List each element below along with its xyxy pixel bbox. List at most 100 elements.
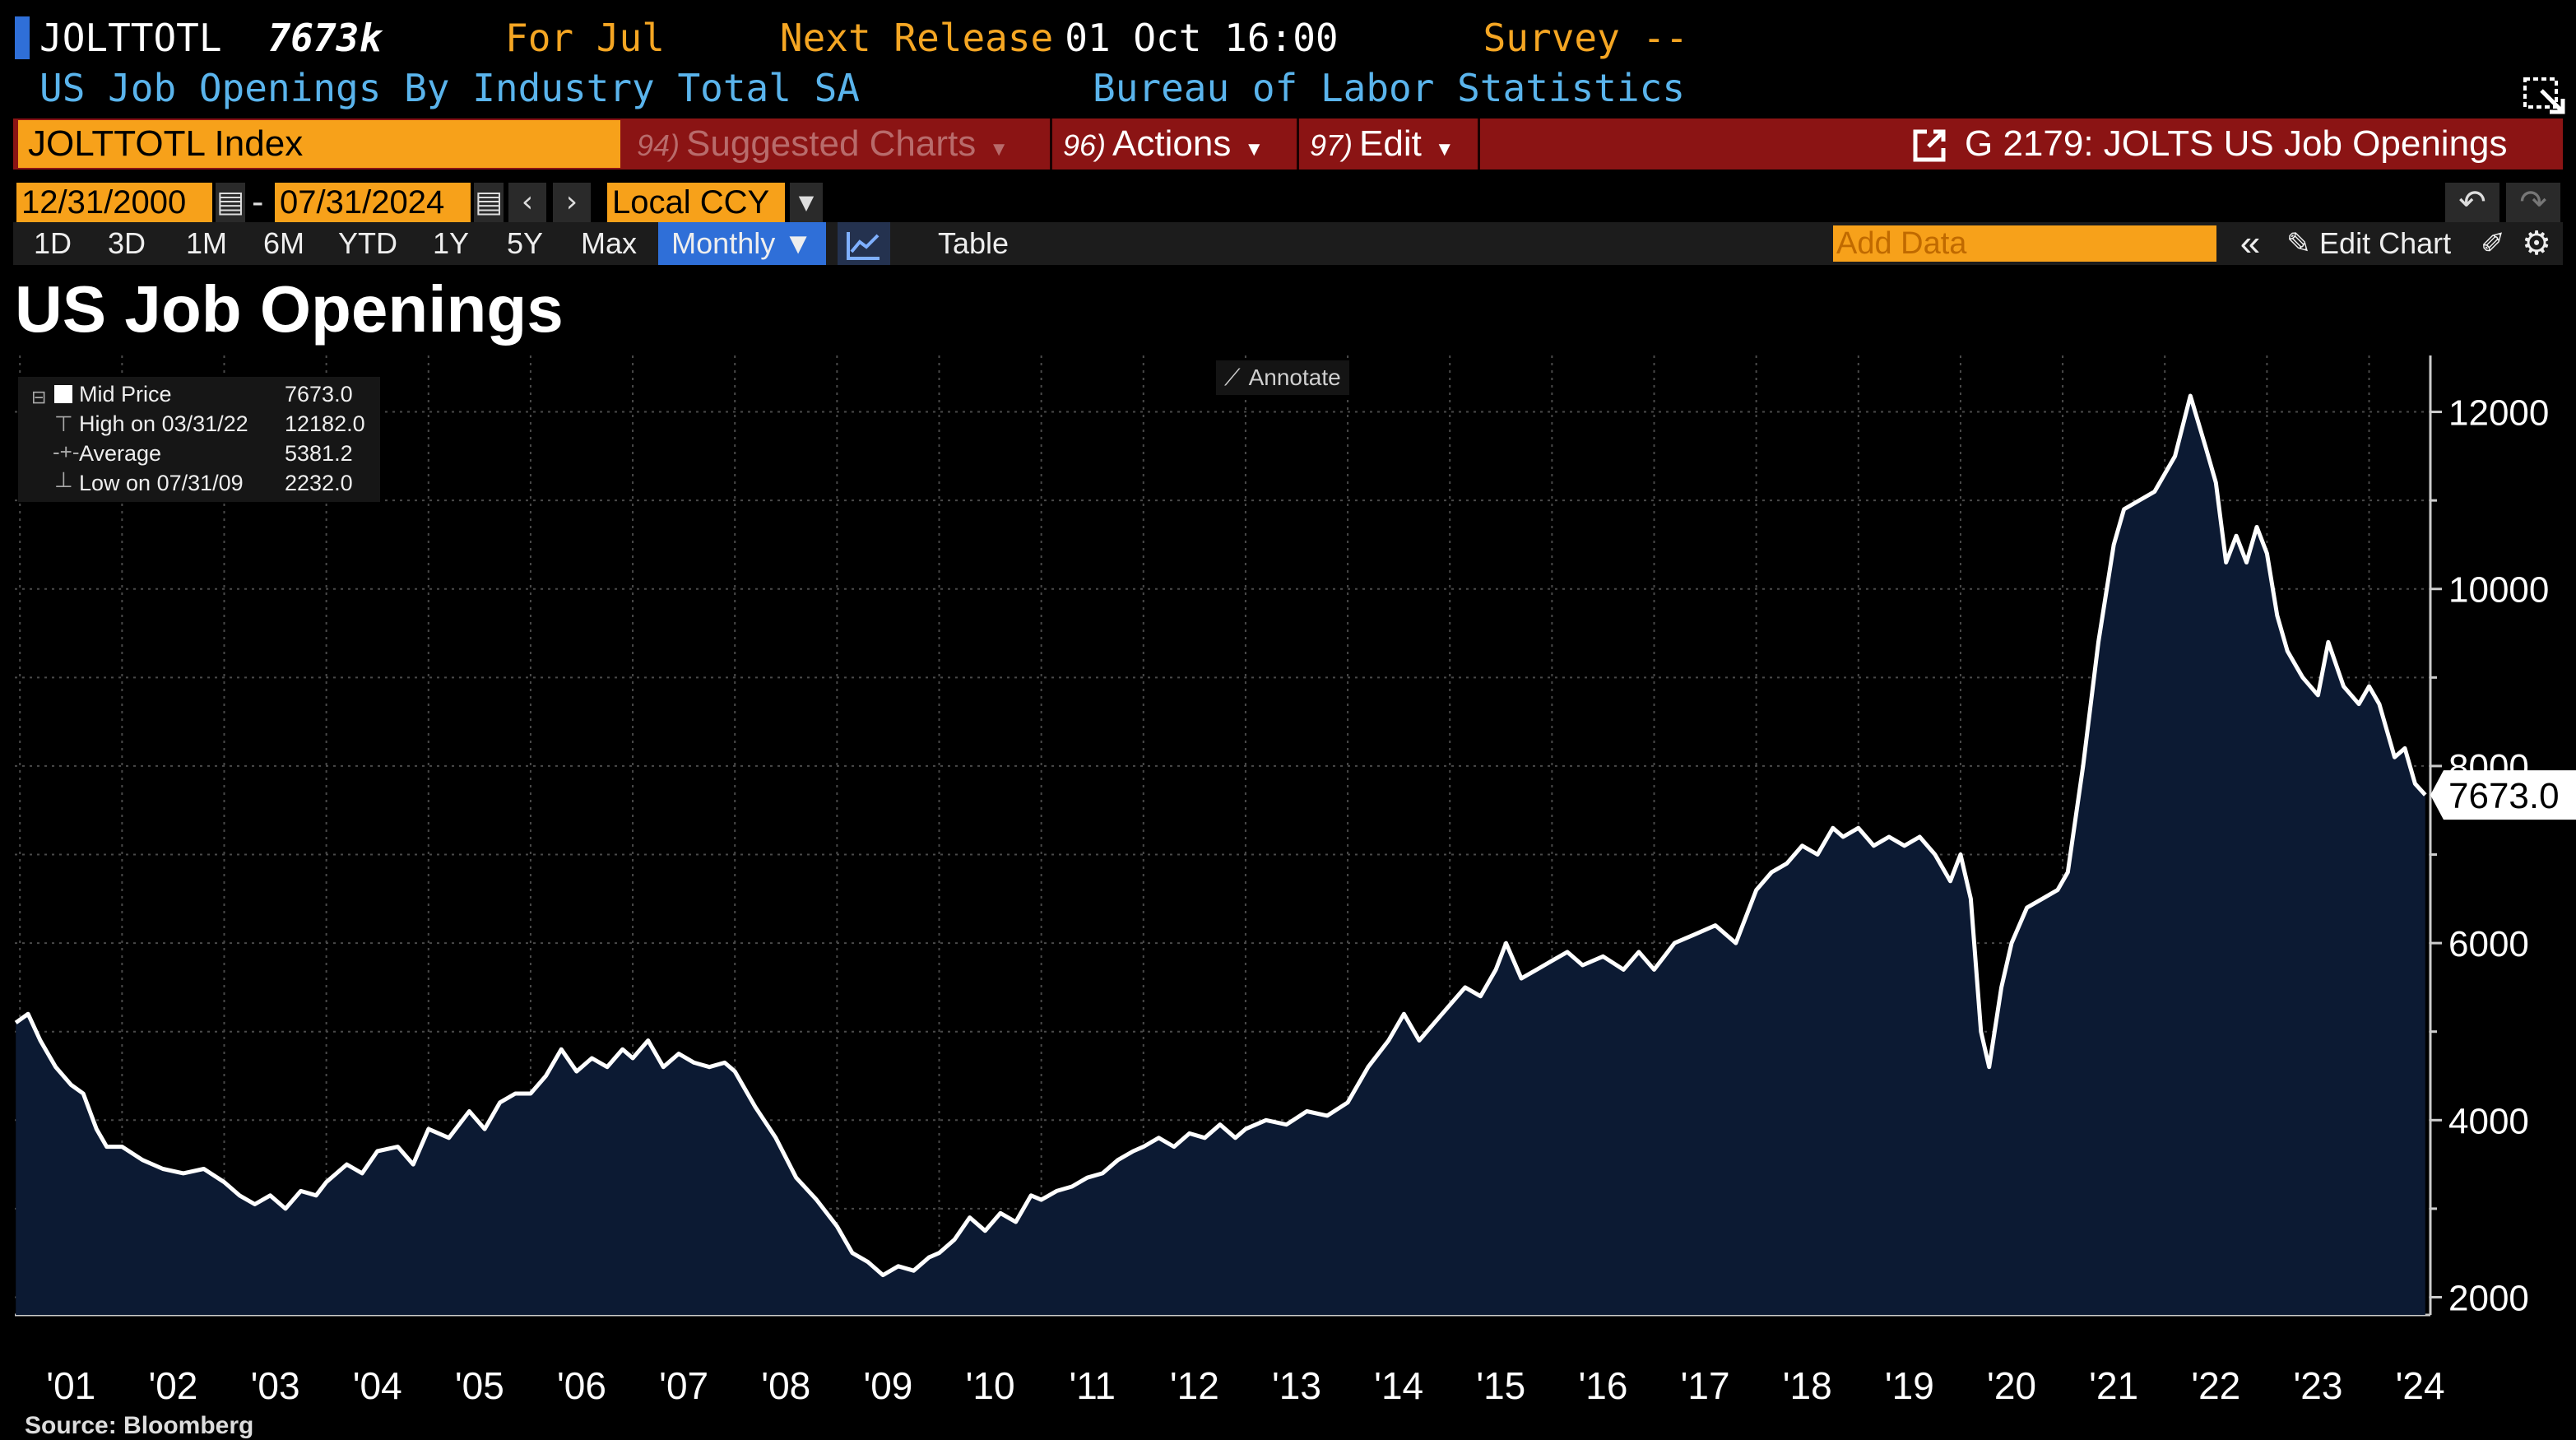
last-value: 7673k bbox=[267, 16, 383, 60]
edit-chart-button[interactable]: ✎ Edit Chart bbox=[2277, 222, 2460, 265]
chevron-left-icon[interactable]: ‹ bbox=[508, 183, 546, 222]
series-area bbox=[16, 396, 2425, 1315]
chevron-down-icon: ▼ bbox=[1244, 138, 1265, 160]
end-date-input[interactable]: 07/31/2024 bbox=[275, 183, 471, 222]
legend-label-high: High on 03/31/22 bbox=[79, 411, 248, 436]
period-max[interactable]: Max bbox=[580, 226, 637, 260]
period-ytd[interactable]: YTD bbox=[338, 226, 397, 260]
chevron-down-icon: ▼ bbox=[1434, 138, 1455, 160]
x-tick-label: '14 bbox=[1374, 1364, 1423, 1407]
external-link-icon bbox=[1913, 129, 1946, 162]
period-5y[interactable]: 5Y bbox=[506, 226, 544, 260]
edit-button[interactable]: 97) Edit ▼ bbox=[1310, 118, 1455, 170]
x-tick-label: '03 bbox=[251, 1364, 300, 1407]
edit-chart-label: Edit Chart bbox=[2319, 226, 2452, 260]
source-agency: Bureau of Labor Statistics bbox=[1093, 66, 1686, 110]
actions-button[interactable]: 96) Actions ▼ bbox=[1063, 118, 1264, 170]
chart-id: G 2179: JOLTS US Job Openings bbox=[1965, 123, 2508, 164]
suggested-charts-button[interactable]: 94) Suggested Charts ▼ bbox=[637, 118, 1009, 170]
legend-value-high: 12182.0 bbox=[285, 411, 365, 436]
y-tick-label: 12000 bbox=[2448, 393, 2549, 434]
security-field[interactable]: JOLTTOTL Index bbox=[18, 120, 620, 168]
annotate-pen-icon: ⟋ bbox=[1224, 365, 1241, 390]
series-line bbox=[14, 393, 2427, 1278]
expand-window-icon[interactable] bbox=[2522, 71, 2568, 117]
date-separator: - bbox=[252, 183, 264, 221]
legend-value-low: 2232.0 bbox=[285, 471, 353, 495]
x-tick-label: '01 bbox=[46, 1364, 95, 1407]
last-value-text: 7673.0 bbox=[2448, 776, 2560, 816]
x-tick-label: '21 bbox=[2089, 1364, 2138, 1407]
toolbar-divider bbox=[1478, 118, 1480, 170]
chart-settings-icon[interactable]: ✐ bbox=[2480, 226, 2506, 260]
y-tick-label: 4000 bbox=[2448, 1101, 2529, 1141]
calendar-icon[interactable]: ▤ bbox=[474, 183, 504, 222]
legend-label-low: Low on 07/31/09 bbox=[79, 471, 244, 495]
chevron-down-icon[interactable]: ▼ bbox=[790, 183, 823, 222]
actions-label: Actions bbox=[1112, 123, 1232, 164]
start-date-input[interactable]: 12/31/2000 bbox=[16, 183, 212, 222]
x-tick-label: '24 bbox=[2396, 1364, 2445, 1407]
x-tick-label: '08 bbox=[761, 1364, 810, 1407]
last-value-tag bbox=[2430, 770, 2576, 820]
survey-label: Survey -- bbox=[1483, 16, 1688, 60]
x-axis: '01 '02 '03 '04 '05 '06 '07 '08 '09 '10 '11 '12 '13 '… bbox=[46, 1364, 2444, 1407]
series-description: US Job Openings By Industry Total SA bbox=[39, 66, 860, 110]
add-data-input[interactable]: Add Data bbox=[1833, 225, 2216, 262]
frequency-select[interactable]: Monthly ▼ bbox=[658, 222, 826, 265]
table-button[interactable]: Table bbox=[937, 226, 1010, 260]
period-1y[interactable]: 1Y bbox=[432, 226, 470, 260]
line-chart-glyph bbox=[847, 232, 880, 261]
last-value-label: 7673.0 bbox=[2430, 770, 2576, 820]
source-note: Source: Bloomberg bbox=[25, 1412, 254, 1439]
y-tick-label: 2000 bbox=[2448, 1278, 2529, 1318]
header-line: JOLTTOTL 7673k For Jul Next Release 01 O… bbox=[15, 12, 1688, 64]
pencil-icon: ✎ bbox=[2286, 226, 2312, 260]
redo-icon[interactable]: ↷ bbox=[2506, 183, 2560, 222]
period-6m[interactable]: 6M bbox=[262, 226, 304, 260]
y-tick-label: 6000 bbox=[2448, 924, 2529, 964]
x-tick-label: '02 bbox=[148, 1364, 197, 1407]
ticker[interactable]: JOLTTOTL bbox=[39, 16, 222, 60]
x-tick-label: '20 bbox=[1987, 1364, 2036, 1407]
x-tick-label: '11 bbox=[1069, 1364, 1116, 1407]
x-tick-label: '13 bbox=[1272, 1364, 1321, 1407]
period-3d[interactable]: 3D bbox=[107, 226, 146, 260]
legend-value-average: 5381.2 bbox=[285, 441, 353, 466]
y-tick-label: 10000 bbox=[2448, 570, 2549, 611]
ticker-marker bbox=[15, 16, 30, 59]
next-release-value: 01 Oct 16:00 bbox=[1065, 16, 1339, 60]
chevron-down-icon: ▼ bbox=[989, 138, 1010, 160]
chart-title: US Job Openings bbox=[15, 272, 564, 346]
collapse-icon[interactable]: « bbox=[2239, 223, 2261, 263]
period-1d[interactable]: 1D bbox=[33, 226, 72, 260]
edit-num: 97) bbox=[1310, 128, 1353, 162]
x-tick-label: '19 bbox=[1885, 1364, 1934, 1407]
x-tick-label: '18 bbox=[1783, 1364, 1832, 1407]
legend-collapse-icon[interactable]: ⊟ bbox=[31, 387, 47, 407]
calendar-icon[interactable]: ▤ bbox=[216, 183, 245, 222]
x-tick-label: '09 bbox=[863, 1364, 912, 1407]
period-1m[interactable]: 1M bbox=[185, 226, 227, 260]
edit-label: Edit bbox=[1359, 123, 1422, 164]
x-tick-label: '04 bbox=[353, 1364, 402, 1407]
x-tick-label: '16 bbox=[1578, 1364, 1627, 1407]
annotate-button[interactable]: ⟋ Annotate bbox=[1216, 360, 1349, 395]
gear-icon[interactable]: ⚙ bbox=[2522, 225, 2551, 262]
toolbar-divider bbox=[1297, 118, 1299, 170]
legend-swatch bbox=[54, 385, 72, 403]
currency-select[interactable]: Local CCY bbox=[607, 183, 785, 222]
chevron-right-icon[interactable]: › bbox=[553, 183, 591, 222]
actions-num: 96) bbox=[1063, 128, 1107, 162]
description-line: US Job Openings By Industry Total SA Bur… bbox=[39, 66, 2560, 118]
chart-id-link[interactable]: G 2179: JOLTS US Job Openings bbox=[1910, 118, 2508, 170]
legend-high-icon: ⊤ bbox=[54, 411, 73, 436]
x-tick-label: '17 bbox=[1681, 1364, 1730, 1407]
x-tick-label: '22 bbox=[2191, 1364, 2240, 1407]
undo-icon[interactable]: ↶ bbox=[2445, 183, 2499, 222]
line-chart-icon[interactable] bbox=[838, 222, 890, 265]
legend-label-average: Average bbox=[79, 441, 162, 466]
for-period: For Jul bbox=[505, 16, 665, 60]
